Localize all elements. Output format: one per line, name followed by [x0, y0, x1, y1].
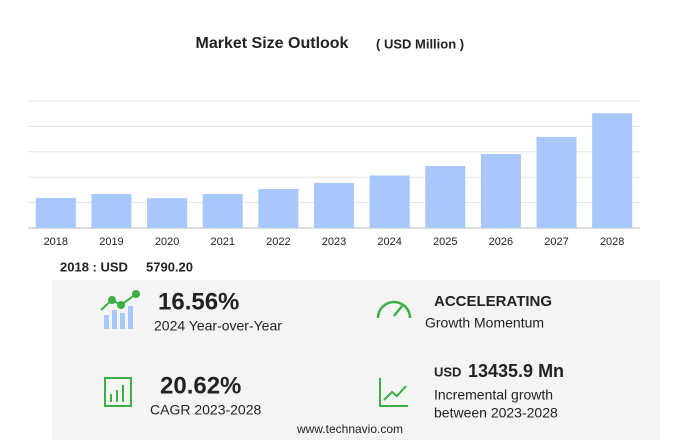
kpi-label: 2024 Year-over-Year	[154, 318, 282, 334]
kpi-label: Growth Momentum	[425, 315, 544, 331]
bar	[536, 136, 577, 228]
bar	[425, 165, 466, 228]
kpi-label: Incremental growth	[434, 387, 553, 403]
kpi-value: ACCELERATING	[434, 293, 552, 310]
icon-growth	[379, 378, 408, 407]
bar	[480, 153, 521, 228]
plot: 2018 2019 2020 2021 2022 2023 2024 2025 2026 2027…	[28, 100, 640, 248]
bar	[91, 193, 132, 228]
kpi-value: 16.56%	[158, 288, 239, 315]
x-tick-label: 2022	[266, 236, 290, 248]
x-tick-label: 2018	[44, 236, 68, 248]
x-tick-label: 2025	[433, 236, 457, 248]
kpi-value: 13435.9 Mn	[468, 361, 564, 381]
bar	[369, 175, 410, 228]
icon-cagr	[104, 377, 132, 407]
x-tick-label: 2028	[600, 236, 624, 248]
kpi-currency: USD	[434, 364, 461, 379]
x-tick-label: 2024	[377, 236, 401, 248]
kpi-panel	[52, 280, 660, 440]
chart-title: Market Size Outlook	[196, 35, 349, 52]
bar	[202, 193, 243, 228]
x-tick-label: 2023	[322, 236, 346, 248]
bar	[147, 198, 188, 228]
x-tick-label: 2020	[155, 236, 179, 248]
kpi-label: CAGR 2023-2028	[150, 402, 262, 418]
icon-gauge	[376, 300, 412, 319]
highlight-label: 2018 : USD	[60, 259, 128, 274]
bar	[313, 182, 355, 228]
footer: www.technavio.com	[296, 422, 403, 436]
kpi-label: between 2023-2028	[434, 405, 558, 421]
highlight-value: 5790.20	[146, 259, 193, 274]
x-tick-label: 2019	[99, 236, 123, 248]
chart-subtitle: ( USD Million )	[376, 36, 464, 51]
icon-bars	[100, 290, 140, 329]
x-tick-label: 2021	[210, 236, 234, 248]
bar	[35, 197, 76, 228]
x-tick-label: 2026	[489, 236, 513, 248]
kpi-value: 20.62%	[160, 372, 241, 399]
bar	[592, 113, 633, 228]
bar	[258, 188, 299, 228]
x-tick-label: 2027	[544, 236, 568, 248]
